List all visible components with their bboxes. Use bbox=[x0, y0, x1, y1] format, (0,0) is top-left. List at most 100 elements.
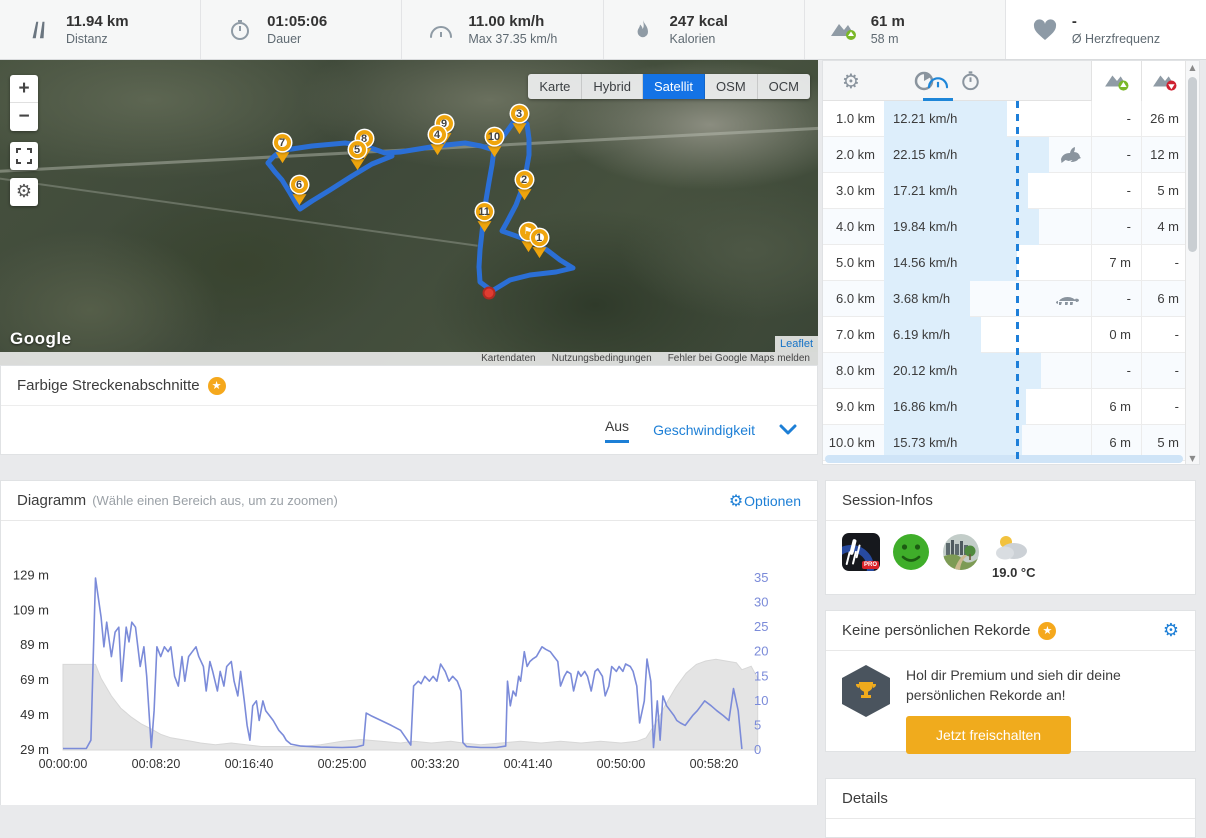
route-marker-5[interactable]: 5 bbox=[345, 141, 370, 175]
leaflet-attribution-link[interactable]: Leaflet bbox=[774, 336, 818, 352]
map-layer-hybrid[interactable]: Hybrid bbox=[582, 74, 643, 99]
map-terrain bbox=[620, 180, 818, 320]
scroll-up-arrow[interactable]: ▲ bbox=[1189, 63, 1196, 72]
zoom-out-button[interactable]: − bbox=[18, 106, 30, 127]
speed-bar bbox=[884, 101, 1007, 137]
route-marker-6[interactable]: 6 bbox=[287, 176, 312, 210]
route-marker-10[interactable]: 10 bbox=[482, 128, 507, 162]
route-marker-3[interactable]: 3 bbox=[507, 105, 532, 139]
split-speed: 12.21 km/h bbox=[893, 111, 958, 126]
map-layer-osm[interactable]: OSM bbox=[705, 74, 758, 99]
colored-segments-panel: Farbige Streckenabschnitte ★ Aus Geschwi… bbox=[0, 365, 818, 455]
x-axis-tick: 00:41:40 bbox=[504, 757, 553, 771]
split-elevation-loss: - bbox=[1141, 317, 1187, 353]
details-title: Details bbox=[842, 790, 888, 807]
split-elevation-gain: - bbox=[1091, 281, 1141, 317]
table-row[interactable]: 7.0 km 6.19 km/h 0 m- bbox=[823, 317, 1187, 353]
zoom-in-button[interactable]: + bbox=[10, 75, 38, 103]
table-row[interactable]: 3.0 km 17.21 km/h -5 m bbox=[823, 173, 1187, 209]
segments-toggle-aus[interactable]: Aus bbox=[604, 418, 630, 443]
table-row[interactable]: 1.0 km 12.21 km/h -26 m bbox=[823, 101, 1187, 137]
map-attribution: Kartendaten Nutzungsbedingungen Fehler bei… bbox=[0, 352, 818, 365]
split-elevation-loss: 12 m bbox=[1141, 137, 1187, 173]
elevation-gain-icon bbox=[829, 18, 859, 42]
split-distance: 1.0 km bbox=[835, 111, 875, 126]
diagram-subtitle: (Wähle einen Bereich aus, um zu zoomen) bbox=[92, 493, 338, 508]
column-elevation-loss-icon[interactable] bbox=[1141, 61, 1187, 101]
split-elevation-gain: - bbox=[1091, 101, 1141, 137]
map-layer-switcher: Karte Hybrid Satellit OSM OCM bbox=[528, 74, 810, 99]
gear-icon: ⚙ bbox=[15, 181, 33, 202]
diagram-options-button[interactable]: ⚙ Optionen bbox=[729, 491, 801, 510]
column-elevation-gain-icon[interactable] bbox=[1091, 61, 1141, 101]
splits-table-rows: 1.0 km 12.21 km/h -26 m 2.0 km 22.15 km/h -12… bbox=[823, 101, 1187, 461]
split-speed: 14.56 km/h bbox=[893, 255, 958, 270]
table-row[interactable]: 9.0 km 16.86 km/h 6 m- bbox=[823, 389, 1187, 425]
map-settings-button[interactable]: ⚙ bbox=[10, 178, 38, 206]
segments-toggle-geschwindigkeit[interactable]: Geschwindigkeit bbox=[653, 422, 755, 438]
stat-label: Kalorien bbox=[669, 32, 716, 47]
table-row[interactable]: 8.0 km 20.12 km/h - - bbox=[823, 353, 1187, 389]
map-layer-satellit[interactable]: Satellit bbox=[643, 74, 706, 99]
table-row[interactable]: 6.0 km 3.68 km/h -6 m bbox=[823, 281, 1187, 317]
attribution-link[interactable]: Nutzungsbedingungen bbox=[551, 353, 652, 364]
map-zoom-control: + − bbox=[10, 75, 38, 131]
split-distance: 3.0 km bbox=[835, 183, 875, 198]
gear-icon: ⚙ bbox=[728, 491, 744, 510]
scroll-down-arrow[interactable]: ▼ bbox=[1189, 454, 1196, 463]
table-row[interactable]: 2.0 km 22.15 km/h -12 m bbox=[823, 137, 1187, 173]
split-elevation-gain: - bbox=[1091, 209, 1141, 245]
map-layer-karte[interactable]: Karte bbox=[528, 74, 583, 99]
records-settings-gear-icon[interactable]: ⚙ bbox=[1162, 620, 1179, 641]
rabbit-icon bbox=[1055, 145, 1081, 165]
runtastic-pro-app-icon: PRO bbox=[842, 533, 880, 571]
table-row[interactable]: 4.0 km 19.84 km/h -4 m bbox=[823, 209, 1187, 245]
tab-duration-icon[interactable] bbox=[957, 61, 983, 101]
attribution-link[interactable]: Kartendaten bbox=[481, 353, 536, 364]
stat-calories: 247 kcal Kalorien bbox=[604, 0, 805, 59]
table-settings-button[interactable]: ⚙ bbox=[842, 69, 860, 93]
scrollbar-thumb[interactable] bbox=[1188, 77, 1197, 252]
split-elevation-gain: - bbox=[1091, 173, 1141, 209]
unlock-now-button[interactable]: Jetzt freischalten bbox=[906, 715, 1072, 754]
table-vertical-scrollbar[interactable]: ▲ ▼ bbox=[1185, 61, 1199, 464]
stat-value: 11.00 km/h bbox=[468, 12, 545, 30]
diagram-panel: Diagramm (Wähle einen Bereich aus, um zu… bbox=[0, 480, 818, 805]
x-axis-tick: 00:00:00 bbox=[39, 757, 88, 771]
split-speed: 19.84 km/h bbox=[893, 219, 958, 234]
split-speed: 15.73 km/h bbox=[893, 435, 958, 450]
route-marker-11[interactable]: 11 bbox=[472, 203, 497, 237]
split-speed: 6.19 km/h bbox=[893, 327, 951, 342]
split-speed: 17.21 km/h bbox=[893, 183, 958, 198]
stat-label: 58 m bbox=[870, 32, 899, 47]
chevron-down-icon[interactable] bbox=[779, 424, 797, 436]
fullscreen-button[interactable] bbox=[10, 142, 38, 170]
speed-bar bbox=[884, 389, 1026, 425]
active-tab-underline bbox=[923, 98, 953, 101]
route-marker-7[interactable]: 7 bbox=[270, 134, 295, 168]
table-row[interactable]: 5.0 km 14.56 km/h 7 m- bbox=[823, 245, 1187, 281]
right-axis-tick: 35 bbox=[754, 570, 768, 585]
elevation-speed-chart[interactable]: 129 m 109 m 89 m 69 m 49 m 29 m 35 30 25 20 15 10 5 0… bbox=[1, 522, 817, 805]
split-elevation-gain: 6 m bbox=[1091, 389, 1141, 425]
stat-label: Max 37.35 km/h bbox=[468, 32, 558, 47]
splits-table-panel: ⚙ 1.0 km 12.21 km/h -26 m 2.0 km 22.15 km/h -… bbox=[822, 60, 1200, 465]
attribution-link[interactable]: Fehler bei Google Maps melden bbox=[667, 353, 810, 364]
tab-speed-icon[interactable] bbox=[923, 61, 953, 101]
heart-icon bbox=[1030, 18, 1060, 41]
split-elevation-loss: - bbox=[1141, 353, 1187, 389]
route-marker-4[interactable]: 4 bbox=[425, 126, 450, 160]
road-icon bbox=[24, 19, 54, 41]
x-axis-tick: 00:33:20 bbox=[411, 757, 460, 771]
google-logo: Google bbox=[10, 329, 72, 348]
clock-icon bbox=[225, 18, 255, 42]
speed-bar bbox=[884, 317, 981, 353]
route-marker-2[interactable]: 2 bbox=[512, 171, 537, 205]
table-horizontal-scrollbar[interactable] bbox=[825, 455, 1183, 463]
map-canvas[interactable]: 8 9 ⚑ 7 5 6 4 10 3 2 11 1 Karte Hybrid Satellit OSM OCM… bbox=[0, 60, 818, 365]
route-marker-1[interactable]: 1 bbox=[527, 229, 552, 263]
split-elevation-gain: - bbox=[1091, 353, 1141, 389]
map-layer-ocm[interactable]: OCM bbox=[757, 74, 810, 99]
split-distance: 10.0 km bbox=[828, 435, 875, 450]
x-axis-tick: 00:58:20 bbox=[690, 757, 739, 771]
